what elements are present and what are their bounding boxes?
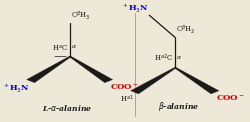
Polygon shape bbox=[27, 56, 71, 83]
Text: C$^{\beta}$H$_2$: C$^{\beta}$H$_2$ bbox=[176, 24, 196, 36]
Text: $\beta$-alanine: $\beta$-alanine bbox=[158, 101, 199, 113]
Text: H$^a$C: H$^a$C bbox=[52, 43, 68, 53]
Polygon shape bbox=[70, 56, 112, 83]
Text: $\alpha$: $\alpha$ bbox=[176, 54, 182, 61]
Text: L-$\alpha$-alanine: L-$\alpha$-alanine bbox=[42, 103, 92, 113]
Text: COO$^-$: COO$^-$ bbox=[110, 82, 138, 92]
Text: COO$^-$: COO$^-$ bbox=[216, 93, 245, 103]
Text: $\alpha$: $\alpha$ bbox=[71, 43, 77, 50]
Text: $^+$H$_3$N: $^+$H$_3$N bbox=[2, 82, 29, 95]
Text: H$^{a2}$C: H$^{a2}$C bbox=[154, 53, 173, 64]
Text: H$^{a1}$: H$^{a1}$ bbox=[120, 93, 134, 105]
Polygon shape bbox=[131, 67, 176, 94]
Text: C$^{\beta}$H$_3$: C$^{\beta}$H$_3$ bbox=[71, 9, 91, 22]
Polygon shape bbox=[174, 67, 219, 94]
Text: $^+$H$_3$N: $^+$H$_3$N bbox=[120, 1, 148, 15]
